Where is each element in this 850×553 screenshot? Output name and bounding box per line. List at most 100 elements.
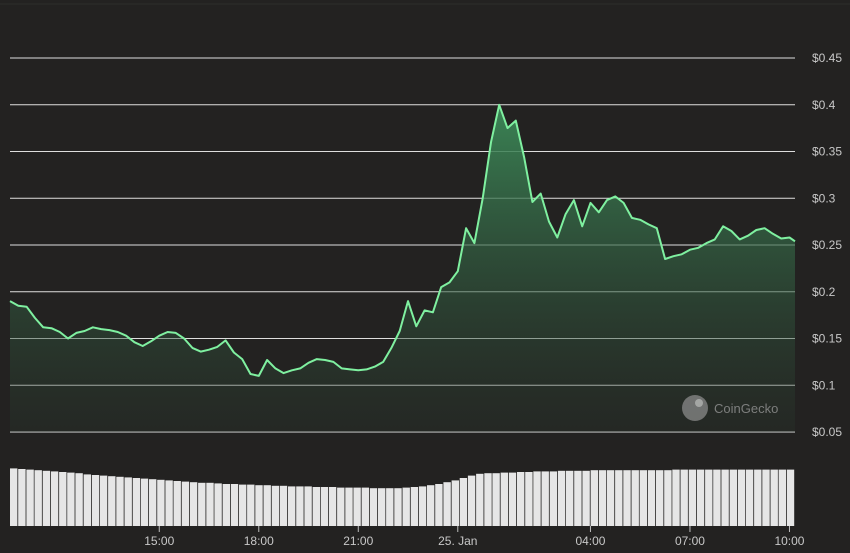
y-tick-label: $0.35 xyxy=(812,145,842,159)
y-tick-label: $0.1 xyxy=(812,378,836,392)
volume-bar xyxy=(18,469,26,526)
volume-bar xyxy=(75,473,83,526)
volume-bar xyxy=(770,469,778,526)
volume-bar xyxy=(124,477,132,526)
volume-bar xyxy=(181,481,190,526)
volume-bar xyxy=(59,472,67,526)
volume-bar xyxy=(173,481,181,526)
x-tick-label: 04:00 xyxy=(575,534,605,548)
volume-bar xyxy=(451,480,459,526)
volume-bar xyxy=(328,487,337,526)
volume-bar xyxy=(484,473,492,526)
x-tick-label: 10:00 xyxy=(774,534,804,548)
volume-bar xyxy=(721,469,729,526)
coingecko-logo-icon xyxy=(682,395,708,421)
volume-bar xyxy=(754,469,762,526)
volume-bar xyxy=(762,469,770,526)
volume-bar xyxy=(288,486,296,526)
volume-bar xyxy=(615,470,623,526)
volume-bar xyxy=(492,473,500,526)
volume-bar xyxy=(214,483,222,526)
price-area-fill xyxy=(10,104,795,433)
volume-bar xyxy=(737,469,746,526)
y-tick-label: $0.15 xyxy=(812,332,842,346)
volume-bar xyxy=(320,487,329,526)
volume-bar xyxy=(83,474,91,526)
volume-bar xyxy=(42,470,51,526)
volume-bar xyxy=(639,470,647,526)
volume-bar xyxy=(165,480,173,526)
volume-bar xyxy=(263,485,271,526)
volume-bar xyxy=(26,469,34,526)
volume-bar xyxy=(312,487,320,526)
y-tick-label: $0.4 xyxy=(812,98,836,112)
volume-bar xyxy=(549,471,558,526)
volume-bar xyxy=(10,468,18,526)
volume-bar xyxy=(435,484,443,526)
y-tick-label: $0.25 xyxy=(812,238,842,252)
volume-bar xyxy=(786,469,795,526)
volume-bar xyxy=(713,469,721,526)
volume-bar xyxy=(402,487,410,526)
volume-bar xyxy=(410,487,419,526)
volume-bar xyxy=(34,470,42,526)
volume-bar xyxy=(50,471,59,526)
volume-bar xyxy=(140,478,149,526)
volume-bar xyxy=(427,485,435,526)
volume-bar xyxy=(705,469,713,526)
volume-bar xyxy=(459,478,468,526)
y-tick-label: $0.3 xyxy=(812,191,836,205)
volume-bar xyxy=(189,482,198,526)
y-tick-label: $0.2 xyxy=(812,285,836,299)
coingecko-logo-eye-icon xyxy=(695,399,703,407)
volume-bar xyxy=(132,478,141,526)
watermark-label: CoinGecko xyxy=(714,401,778,416)
y-tick-label: $0.05 xyxy=(812,425,842,439)
volume-bar xyxy=(631,470,639,526)
volume-bar xyxy=(525,472,533,526)
volume-bar xyxy=(467,475,476,526)
volume-bar xyxy=(476,473,484,526)
x-tick-label: 25. Jan xyxy=(438,534,477,548)
volume-bar xyxy=(647,470,656,526)
volume-bar xyxy=(369,488,378,526)
x-axis-ticks: 15:00 18:00 21:00 25. Jan 04:00 07:00 10:00 xyxy=(144,526,805,548)
volume-bar xyxy=(394,488,402,526)
volume-bar xyxy=(116,476,124,526)
volume-bar xyxy=(361,487,369,526)
volume-bar xyxy=(255,485,263,526)
volume-bar xyxy=(500,472,508,526)
volume-bar xyxy=(386,488,394,526)
x-tick-label: 07:00 xyxy=(675,534,705,548)
volume-bar xyxy=(541,471,549,526)
volume-bar xyxy=(206,482,214,526)
volume-bar xyxy=(418,486,427,526)
volume-bar xyxy=(222,484,230,526)
volume-bar xyxy=(230,484,239,526)
volume-bar xyxy=(729,469,737,526)
volume-bar xyxy=(198,482,206,526)
x-tick-label: 21:00 xyxy=(343,534,373,548)
x-tick-label: 15:00 xyxy=(144,534,174,548)
volume-bar xyxy=(582,470,590,526)
volume-bar xyxy=(91,475,100,526)
volume-bar xyxy=(688,469,697,526)
volume-bar xyxy=(623,470,631,526)
volume-bar xyxy=(517,472,525,526)
volume-bar xyxy=(279,485,288,526)
volume-bar xyxy=(296,486,304,526)
volume-bar xyxy=(67,472,75,526)
x-tick-label: 18:00 xyxy=(244,534,274,548)
volume-bar xyxy=(778,469,786,526)
coingecko-watermark: CoinGecko xyxy=(682,395,778,421)
volume-bar xyxy=(337,487,345,526)
volume-bar xyxy=(247,484,255,526)
volume-bar xyxy=(664,470,672,526)
volume-bar xyxy=(99,475,108,526)
volume-bar xyxy=(533,471,541,526)
volume-bar xyxy=(745,469,754,526)
volume-bar xyxy=(353,487,361,526)
volume-bar xyxy=(149,479,157,526)
volume-bar xyxy=(696,469,705,526)
volume-bar xyxy=(378,488,386,526)
